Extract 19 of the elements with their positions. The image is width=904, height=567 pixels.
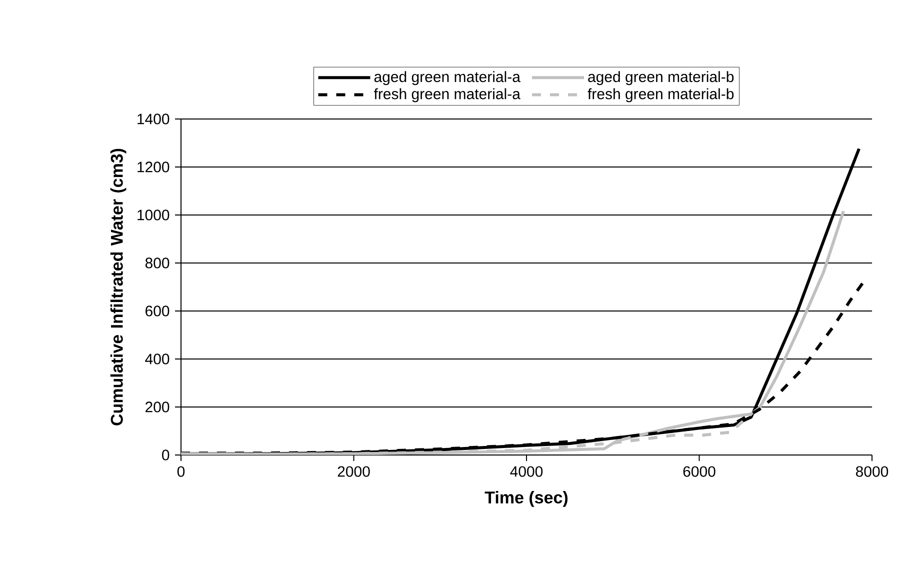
legend-label: fresh green material-a [374, 88, 520, 102]
x-tick-label: 6000 [683, 466, 716, 477]
x-tick-label: 0 [177, 466, 185, 477]
y-tick-label: 0 [162, 450, 170, 460]
y-axis-title: Cumulative Infiltrated Water (cm3) [110, 148, 126, 426]
x-tick-label: 2000 [338, 466, 370, 477]
x-axis-title: Time (sec) [484, 491, 568, 507]
legend-label: fresh green material-b [588, 88, 734, 102]
legend-label: aged green material-a [374, 71, 520, 86]
x-tick-label: 8000 [856, 466, 888, 477]
y-tick-label: 600 [146, 306, 170, 316]
y-tick-label: 1000 [138, 210, 170, 220]
y-tick-label: 1400 [138, 114, 170, 124]
y-tick-label: 1200 [138, 162, 170, 172]
legend-label: aged green material-b [588, 71, 734, 86]
x-tick-label: 4000 [510, 466, 543, 477]
y-tick-label: 200 [146, 402, 170, 412]
y-tick-label: 400 [145, 354, 170, 364]
y-tick-label: 800 [145, 258, 170, 268]
